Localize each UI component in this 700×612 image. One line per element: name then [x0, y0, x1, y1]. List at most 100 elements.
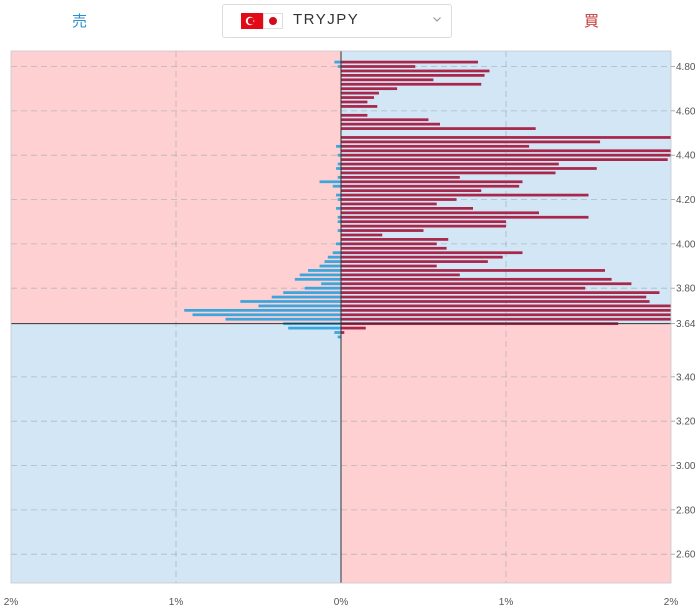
sell-bar	[337, 198, 341, 201]
flag-tr-icon	[241, 13, 263, 29]
buy-bar	[341, 65, 416, 68]
sell-bar	[184, 308, 341, 312]
sell-bar	[327, 255, 341, 259]
y-tick-label: 3.00	[676, 461, 696, 472]
x-tick-label: 2%	[4, 597, 19, 608]
buy-bar	[341, 69, 490, 73]
buy-bar	[341, 211, 539, 215]
sell-bar	[337, 335, 341, 339]
buy-bar	[341, 295, 647, 299]
buy-bar	[341, 60, 478, 64]
buy-bar	[341, 260, 488, 263]
sell-bar	[324, 260, 341, 263]
buy-bar	[341, 100, 368, 104]
buy-bar	[341, 238, 449, 241]
buy-bar	[341, 215, 589, 219]
sell-bar	[336, 193, 341, 197]
sell-bar	[334, 60, 341, 64]
buy-bar	[341, 242, 437, 246]
buy-bar	[341, 286, 586, 290]
buy-bar	[341, 246, 447, 250]
buy-bar	[341, 193, 589, 197]
sell-bar	[336, 167, 341, 170]
sell-bar	[192, 313, 341, 317]
sell-bar	[336, 207, 341, 210]
y-tick-label: 3.40	[676, 372, 696, 383]
sell-label: 売	[72, 13, 88, 30]
buy-bar	[341, 153, 671, 157]
buy-bar	[341, 91, 379, 95]
buy-bar	[341, 264, 437, 268]
sell-bar	[336, 242, 341, 246]
sell-bar	[337, 175, 341, 179]
buy-bar	[341, 122, 440, 126]
sell-bar	[294, 277, 341, 281]
currency-pair-selector[interactable]: TRYJPY	[222, 4, 452, 38]
y-tick-label: 3.80	[676, 284, 696, 295]
buy-bar	[341, 149, 671, 153]
buy-bar	[341, 269, 605, 272]
y-tick-label: 2.80	[676, 505, 696, 516]
y-tick-label: 3.20	[676, 417, 696, 428]
sell-bar	[283, 291, 341, 294]
buy-bar	[341, 255, 503, 259]
x-tick-label: 2%	[664, 597, 679, 608]
chevron-down-icon	[433, 17, 441, 22]
buy-bar	[341, 304, 671, 308]
sell-bar	[271, 295, 341, 299]
sell-bar	[336, 144, 341, 148]
buy-bar	[341, 233, 383, 237]
buy-bar	[341, 277, 612, 281]
sell-bar	[299, 273, 341, 277]
buy-bar	[341, 82, 482, 86]
buy-bar	[341, 162, 559, 166]
order-book-chart: 4.80 4.60 4.40 4.20 4.00 3.80 3.64 3.40 3.20 3.00…	[4, 50, 696, 608]
buy-bar	[341, 313, 671, 317]
plot-border	[10, 50, 672, 584]
sell-bar	[304, 286, 341, 290]
buy-bar	[341, 144, 530, 148]
y-tick-label: 4.20	[676, 195, 696, 206]
sell-bar	[337, 65, 341, 68]
buy-bar	[341, 127, 536, 130]
sell-bar	[319, 180, 341, 184]
buy-bar	[341, 220, 506, 224]
sell-bar	[332, 184, 341, 188]
buy-bar	[341, 175, 460, 179]
buy-bar	[341, 96, 374, 99]
sell-bar	[308, 269, 341, 272]
buy-bar	[341, 317, 671, 321]
sell-bar	[337, 153, 341, 157]
sell-bar	[337, 162, 341, 166]
buy-bar	[341, 74, 485, 77]
sell-bar	[337, 229, 341, 232]
sell-bar	[288, 326, 341, 330]
buy-bar	[341, 171, 556, 175]
buy-bar	[341, 300, 650, 303]
y-tick-label: 4.00	[676, 239, 696, 250]
buy-bar	[341, 207, 473, 210]
buy-bar	[341, 273, 460, 277]
sell-bar	[225, 317, 341, 321]
x-tick-label: 1%	[499, 597, 514, 608]
buy-bar	[341, 184, 520, 188]
currency-pair-label: TRYJPY	[293, 11, 360, 28]
buy-bar	[341, 331, 345, 334]
buy-bar	[341, 140, 601, 144]
buy-bar	[341, 180, 523, 184]
buy-bar	[341, 113, 368, 117]
y-tick-label: 4.80	[676, 62, 696, 73]
y-tick-label: 2.60	[676, 550, 696, 561]
flag-jp-icon	[263, 13, 283, 29]
buy-bar	[341, 229, 424, 232]
buy-bar	[341, 118, 429, 122]
buy-bar	[341, 282, 632, 286]
buy-bar	[341, 87, 398, 91]
x-tick-label: 1%	[169, 597, 184, 608]
sell-bar	[240, 300, 341, 303]
sell-bar	[332, 251, 341, 255]
buy-bar	[341, 251, 523, 255]
chart-header: 売 TRYJPY 買	[0, 0, 700, 44]
sell-bar	[337, 220, 341, 224]
buy-bar	[341, 136, 671, 139]
